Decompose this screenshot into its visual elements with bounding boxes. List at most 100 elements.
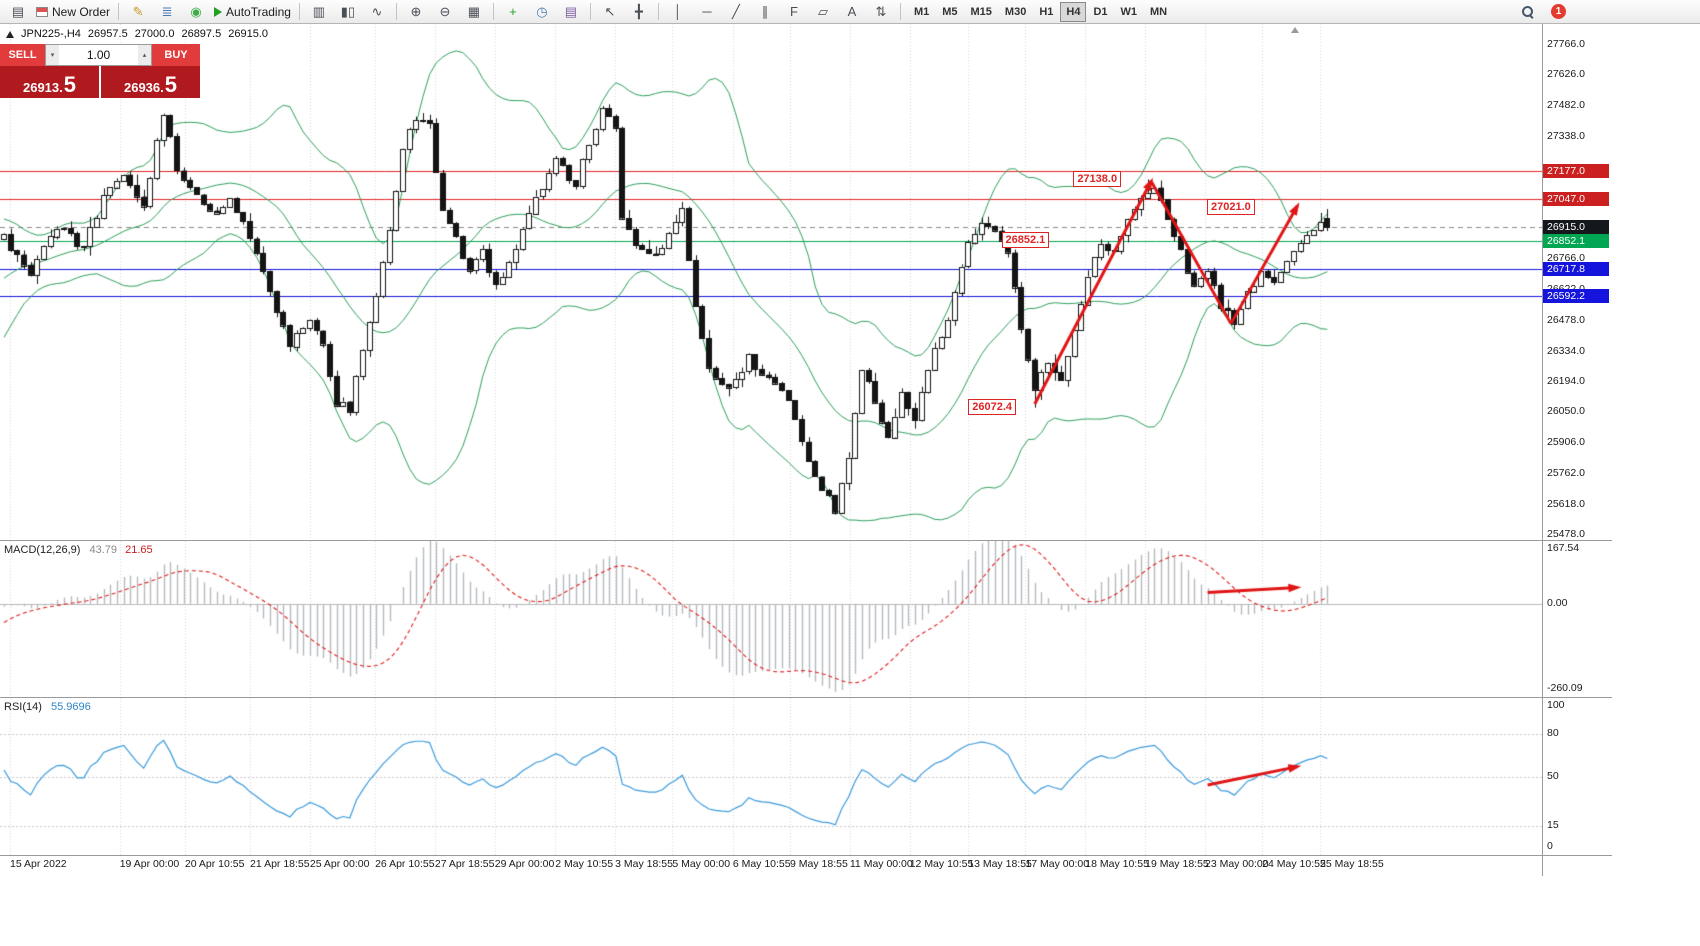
zoom-in-icon[interactable]: ⊕ xyxy=(402,1,430,23)
timeframe-m1[interactable]: M1 xyxy=(913,5,930,18)
mql5-community-icon[interactable]: ◉ xyxy=(182,1,210,23)
toolbar-separator xyxy=(899,3,901,20)
arrows-icon[interactable]: ⇅ xyxy=(867,1,895,23)
options-icon[interactable]: ≣ xyxy=(153,1,181,23)
rsi-indicator-label: RSI(14) 55.9696 xyxy=(4,701,91,713)
one-click-toggle[interactable] xyxy=(6,30,14,38)
time-axis-label: 23 May 00:00 xyxy=(1204,858,1269,870)
new-order-button[interactable]: New Order xyxy=(33,1,113,23)
time-axis-label: 5 May 00:00 xyxy=(672,858,731,870)
ohlc-open: 26957.5 xyxy=(87,28,128,40)
symbol-period-label: JPN225-,H4 xyxy=(21,28,81,40)
rsi-axis-tick: 15 xyxy=(1547,818,1559,831)
timeframe-h4[interactable]: H4 xyxy=(1060,1,1087,22)
periods-icon[interactable]: ◷ xyxy=(528,1,556,23)
vertical-line-icon[interactable]: │ xyxy=(664,1,692,23)
shapes-icon[interactable]: ▱ xyxy=(809,1,837,23)
price-axis-tick: 26766.0 xyxy=(1547,252,1585,265)
rsi-axis-tick: 100 xyxy=(1547,699,1565,711)
metaeditor-icon-glyph: ✎ xyxy=(132,4,144,19)
notifications-badge[interactable]: 1 xyxy=(1551,4,1566,19)
buy-price-display[interactable]: 26936. 5 xyxy=(101,66,200,98)
toolbar-separator xyxy=(589,3,591,20)
ohlc-close: 26915.0 xyxy=(228,28,268,40)
panel-divider[interactable] xyxy=(0,855,1612,856)
sell-price-display[interactable]: 26913. 5 xyxy=(0,66,99,98)
horizontal-line-icon-glyph: ─ xyxy=(702,4,712,19)
rsi-name: RSI(14) xyxy=(4,701,42,713)
timeframe-mn[interactable]: MN xyxy=(1150,5,1168,18)
price-axis-tick: 27626.0 xyxy=(1547,67,1585,80)
timeframe-m30[interactable]: M30 xyxy=(1004,5,1027,18)
panel-divider[interactable] xyxy=(0,697,1612,698)
new-chart-icon[interactable]: ▤ xyxy=(4,1,32,23)
time-axis-label: 9 May 18:55 xyxy=(790,858,848,870)
time-axis-label: 2 May 10:55 xyxy=(555,858,614,870)
timeframe-m5[interactable]: M5 xyxy=(942,5,958,18)
metaeditor-icon[interactable]: ✎ xyxy=(124,1,152,23)
equidistant-channel-icon[interactable]: ∥ xyxy=(751,1,779,23)
chart-annotation[interactable]: 27021.0 xyxy=(1206,198,1255,215)
rsi-axis-tick: 50 xyxy=(1547,769,1559,782)
volume-step-up-button[interactable] xyxy=(138,45,151,65)
buy-button[interactable]: BUY xyxy=(152,44,200,66)
timeframe-d1[interactable]: D1 xyxy=(1093,5,1108,18)
panel-divider[interactable] xyxy=(0,540,1612,541)
rsi-panel-canvas[interactable] xyxy=(0,698,1542,855)
volume-input[interactable] xyxy=(59,45,138,65)
trendline-icon[interactable]: ╱ xyxy=(722,1,750,23)
time-axis-label: 29 Apr 00:00 xyxy=(494,858,555,870)
tile-windows-icon[interactable]: ▦ xyxy=(460,1,488,23)
macd-axis-tick: 167.54 xyxy=(1547,542,1580,554)
time-axis-label: 6 May 10:55 xyxy=(732,858,791,870)
horizontal-line-icon[interactable]: ─ xyxy=(693,1,721,23)
time-axis-label: 19 Apr 00:00 xyxy=(119,858,180,870)
crosshair-icon[interactable]: ╋ xyxy=(625,1,653,23)
new-order-icon xyxy=(36,6,48,17)
time-axis-label: 15 Apr 2022 xyxy=(9,858,67,870)
search-icon[interactable] xyxy=(1514,1,1542,23)
macd-value-main: 43.79 xyxy=(89,544,118,556)
macd-name: MACD(12,26,9) xyxy=(4,544,81,556)
time-axis-label: 21 Apr 18:55 xyxy=(250,858,310,870)
time-axis-label: 20 Apr 10:55 xyxy=(184,858,245,870)
line-chart-icon[interactable]: ∿ xyxy=(363,1,391,23)
candlestick-chart-icon[interactable]: ▮▯ xyxy=(334,1,362,23)
templates-icon[interactable]: ▤ xyxy=(557,1,585,23)
bar-chart-icon[interactable]: ▥ xyxy=(305,1,333,23)
timeframe-h1[interactable]: H1 xyxy=(1039,5,1054,18)
trendline-icon-glyph: ╱ xyxy=(732,4,740,19)
price-axis-tick: 27766.0 xyxy=(1547,38,1585,50)
time-axis-label: 11 May 00:00 xyxy=(849,858,913,870)
timeframe-m15[interactable]: M15 xyxy=(970,5,992,18)
templates-icon-glyph: ▤ xyxy=(564,4,578,19)
time-axis-label: 27 Apr 18:55 xyxy=(434,858,495,870)
macd-panel-canvas[interactable] xyxy=(0,541,1542,697)
fibonacci-icon-glyph: F xyxy=(789,4,798,19)
indicators-icon[interactable]: + xyxy=(499,1,527,23)
fibonacci-icon[interactable]: F xyxy=(780,1,808,23)
options-icon-glyph: ≣ xyxy=(161,4,173,19)
bar-chart-icon-glyph: ▥ xyxy=(312,4,326,19)
sell-button[interactable]: SELL xyxy=(0,44,45,66)
price-axis-tick: 26194.0 xyxy=(1547,374,1585,387)
search-icon-glyph xyxy=(1522,5,1534,18)
volume-dropdown-button[interactable] xyxy=(46,45,59,65)
chart-annotation[interactable]: 26072.4 xyxy=(968,398,1017,415)
ohlc-high: 27000.0 xyxy=(134,28,175,40)
chart-annotation[interactable]: 27138.0 xyxy=(1073,171,1122,188)
chart-annotation[interactable]: 26852.1 xyxy=(1001,232,1050,249)
cursor-icon[interactable]: ↖ xyxy=(596,1,624,23)
timeframe-w1[interactable]: W1 xyxy=(1120,5,1138,18)
autotrading-button[interactable]: AutoTrading xyxy=(211,1,294,23)
autotrading-icon xyxy=(214,6,223,17)
price-chart-canvas[interactable] xyxy=(0,24,1542,540)
zoom-out-icon[interactable]: ⊖ xyxy=(431,1,459,23)
rsi-axis-tick: 0 xyxy=(1547,840,1553,852)
price-axis-tick: 26334.0 xyxy=(1547,344,1585,357)
volume-box xyxy=(45,44,152,66)
chart-shift-marker[interactable] xyxy=(1291,27,1299,33)
line-chart-icon-glyph: ∿ xyxy=(371,4,383,19)
text-icon[interactable]: A xyxy=(838,1,866,23)
macd-axis-tick: 0.00 xyxy=(1547,596,1568,609)
